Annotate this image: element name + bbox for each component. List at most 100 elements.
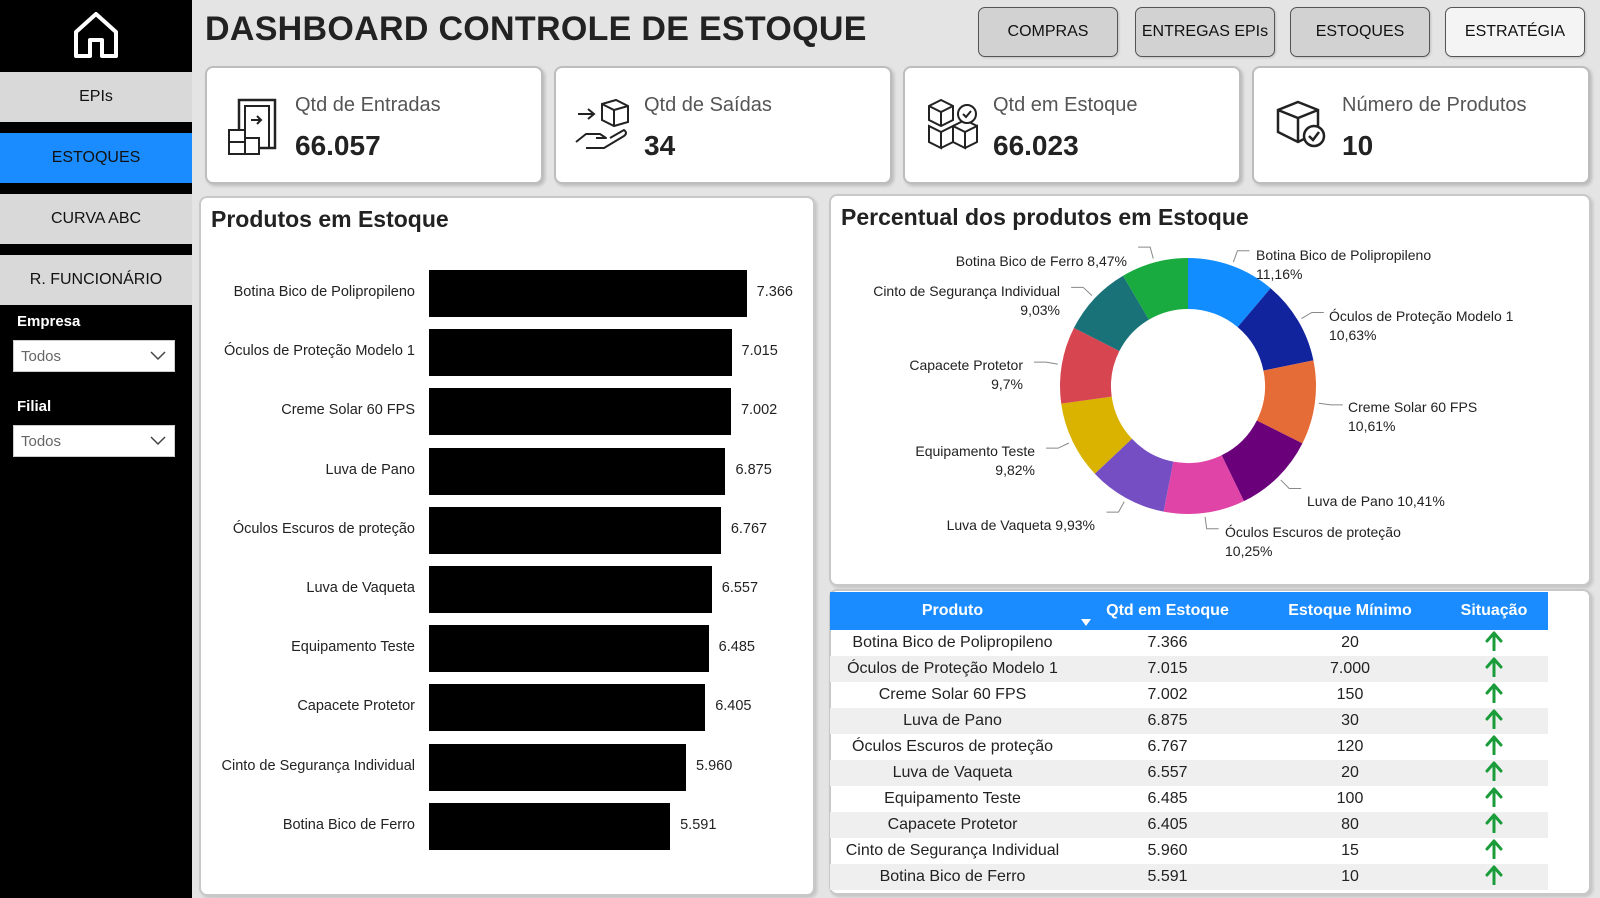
bar[interactable] (429, 270, 747, 317)
hand-box-icon (575, 98, 629, 149)
table-row[interactable]: Luva de Pano 6.875 30 (830, 708, 1548, 734)
cell-estoque-minimo: 150 (1336, 686, 1364, 703)
cell-estoque-minimo: 120 (1336, 738, 1364, 755)
estoques-button[interactable]: ESTOQUES (1290, 7, 1430, 57)
bar-category-label: Botina Bico de Ferro (282, 816, 415, 833)
bar[interactable] (429, 684, 706, 732)
bar[interactable] (429, 506, 721, 554)
cell-qtd-estoque: 6.485 (1147, 790, 1188, 807)
nav-item-estoques[interactable]: ESTOQUES (0, 133, 192, 183)
estrategia-button[interactable]: ESTRATÉGIA (1445, 7, 1585, 57)
donut-slice-name: Luva de Pano (1307, 493, 1394, 509)
cell-qtd-estoque: 6.767 (1147, 738, 1188, 755)
cell-situacao (1440, 630, 1548, 656)
donut-slice-pct: 9,7% (991, 376, 1023, 392)
cell-situacao (1440, 838, 1548, 864)
nav-item-curva-abc[interactable]: CURVA ABC (0, 194, 192, 244)
donut-slice[interactable] (1237, 288, 1314, 371)
donut-slice[interactable] (1094, 438, 1174, 512)
arrow-up-icon (1485, 631, 1503, 651)
table-header-qtd-estoque[interactable]: Qtd em Estoque (1075, 592, 1260, 630)
donut-slice-label: Equipamento Teste 9,82% (915, 442, 1035, 480)
cell-situacao (1440, 786, 1548, 812)
filial-select[interactable]: Todos (13, 425, 175, 457)
donut-slice-label: Creme Solar 60 FPS 10,61% (1348, 398, 1477, 436)
arrow-up-icon (1485, 709, 1503, 729)
donut-slice[interactable] (1163, 455, 1244, 514)
cell-situacao (1440, 682, 1548, 708)
table-header-produto[interactable]: Produto (830, 592, 1075, 630)
table-row[interactable]: Óculos de Proteção Modelo 1 7.015 7.000 (830, 656, 1548, 682)
cell-estoque-minimo: 7.000 (1260, 656, 1440, 682)
bar-category-label: Creme Solar 60 FPS (281, 402, 415, 419)
table-header-estoque-minimo[interactable]: Estoque Mínimo (1260, 592, 1440, 630)
table-row[interactable]: Botina Bico de Polipropileno 7.366 20 (830, 630, 1548, 656)
donut-slice-name: Equipamento Teste (915, 443, 1035, 459)
cell-situacao (1440, 734, 1548, 760)
donut-slice[interactable] (1060, 327, 1120, 404)
table-row[interactable]: Botina Bico de Ferro 5.591 10 (830, 864, 1548, 890)
table-row[interactable]: Creme Solar 60 FPS 7.002 150 (830, 682, 1548, 708)
nav-item-epis[interactable]: EPIs (0, 72, 192, 122)
donut-slice[interactable] (1188, 258, 1271, 328)
cell-produto: Óculos Escuros de proteção (852, 738, 1053, 755)
arrow-up-icon (1485, 865, 1503, 885)
empresa-select[interactable]: Todos (13, 340, 175, 372)
bar-value-label: 6.875 (735, 461, 772, 478)
table-row[interactable]: Capacete Protetor 6.405 80 (830, 812, 1548, 838)
compras-button[interactable]: COMPRAS (978, 7, 1118, 57)
bar-category-label: Botina Bico de Polipropileno (233, 284, 415, 300)
donut-leader-line (1301, 311, 1324, 320)
donut-leader-line (1318, 402, 1343, 406)
donut-chart-title: Percentual dos produtos em Estoque (841, 204, 1249, 230)
donut-slice[interactable] (1073, 275, 1149, 352)
cell-produto: Creme Solar 60 FPS (878, 686, 1027, 703)
donut-slice[interactable] (1256, 360, 1316, 444)
cell-produto: Óculos de Proteção Modelo 1 (830, 656, 1075, 682)
entregas-epis-button[interactable]: ENTREGAS EPIs (1135, 7, 1275, 57)
table-row[interactable]: Cinto de Segurança Individual 5.960 15 (830, 838, 1548, 864)
door-boxes-icon (228, 98, 277, 155)
table-header-situacao[interactable]: Situação (1440, 592, 1548, 630)
donut-slice-name: Botina Bico de Ferro (955, 253, 1084, 269)
donut-leader-line (1046, 442, 1070, 449)
bar[interactable] (429, 566, 712, 613)
table-row[interactable]: Óculos Escuros de proteção 6.767 120 (830, 734, 1548, 760)
donut-slice[interactable] (1123, 258, 1188, 320)
bar[interactable] (429, 743, 687, 791)
cell-situacao (1440, 760, 1548, 786)
bar[interactable] (429, 802, 671, 850)
donut-slice-pct: 10,63% (1329, 327, 1377, 343)
filial-select-value: Todos (21, 432, 62, 450)
sort-desc-icon (1081, 619, 1091, 626)
bar-value-label: 7.002 (740, 402, 778, 419)
table-row[interactable]: Luva de Vaqueta 6.557 20 (830, 760, 1548, 786)
button-label: ENTREGAS EPIs (1141, 23, 1269, 40)
donut-leader-line (1232, 250, 1250, 263)
kpi-value: 66.057 (295, 130, 381, 161)
donut-slice[interactable] (1061, 396, 1132, 474)
sidebar: EPIs ESTOQUES CURVA ABC R. FUNCIONÁRIO E… (0, 0, 192, 898)
bar[interactable] (429, 447, 726, 495)
donut-slice[interactable] (1221, 420, 1303, 502)
table-row[interactable]: Equipamento Teste 6.485 100 (830, 786, 1548, 812)
kpi-card-saidas: Qtd de Saídas 34 (554, 66, 892, 184)
bar[interactable] (429, 329, 732, 377)
bar[interactable] (429, 388, 731, 436)
arrow-up-icon (1485, 839, 1503, 859)
home-button[interactable] (0, 0, 192, 70)
empresa-select-value: Todos (21, 347, 62, 365)
nav-item-r-funcionario[interactable]: R. FUNCIONÁRIO (0, 255, 192, 305)
arrow-up-icon (1485, 787, 1503, 807)
cell-qtd-estoque: 7.015 (1075, 656, 1260, 682)
cell-estoque-minimo: 20 (1260, 760, 1440, 786)
kpi-card-produtos: Número de Produtos 10 (1252, 66, 1590, 184)
bar[interactable] (429, 625, 709, 673)
donut-slice-name: Luva de Vaqueta (946, 517, 1052, 533)
cell-situacao (1440, 708, 1548, 734)
page-title: DASHBOARD CONTROLE DE ESTOQUE (205, 10, 867, 48)
button-label: ESTOQUES (1315, 23, 1405, 40)
chevron-down-icon (150, 351, 166, 361)
cell-estoque-minimo: 30 (1260, 708, 1440, 734)
cell-produto: Luva de Pano (830, 708, 1075, 734)
